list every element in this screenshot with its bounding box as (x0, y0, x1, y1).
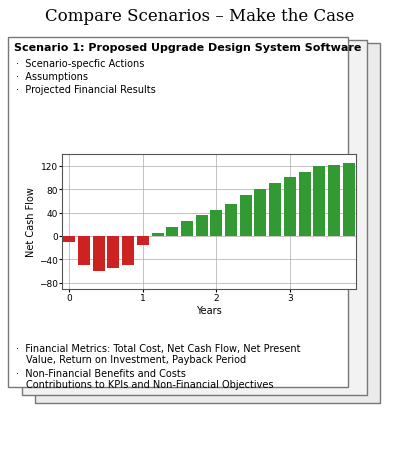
Bar (328, 165, 340, 237)
Text: Contributions to KPIs and Non-Financial Objectives: Contributions to KPIs and Non-Financial … (26, 379, 274, 389)
Bar (225, 204, 237, 237)
Bar (196, 216, 208, 237)
FancyBboxPatch shape (22, 41, 367, 395)
Bar (93, 237, 105, 272)
Bar (152, 233, 164, 237)
FancyBboxPatch shape (35, 44, 380, 403)
FancyBboxPatch shape (8, 38, 348, 387)
Bar (254, 190, 266, 237)
Text: Value, Return on Investment, Payback Period: Value, Return on Investment, Payback Per… (26, 354, 246, 364)
Bar (108, 237, 120, 268)
Text: ·  Projected Financial Results: · Projected Financial Results (16, 85, 156, 95)
Y-axis label: Net Cash Flow: Net Cash Flow (26, 187, 36, 257)
Text: ·  Non-Financial Benefits and Costs: · Non-Financial Benefits and Costs (16, 368, 186, 378)
Bar (122, 237, 134, 266)
Text: ·  Financial Metrics: Total Cost, Net Cash Flow, Net Present: · Financial Metrics: Total Cost, Net Cas… (16, 343, 300, 353)
Text: ·  Scenario-specfic Actions: · Scenario-specfic Actions (16, 59, 144, 69)
Bar (343, 163, 355, 237)
X-axis label: Years: Years (196, 305, 222, 315)
Bar (78, 237, 90, 266)
Bar (313, 167, 325, 237)
Bar (269, 184, 281, 237)
Bar (63, 237, 75, 242)
Bar (181, 222, 193, 237)
Text: ·  Assumptions: · Assumptions (16, 72, 88, 82)
Bar (137, 237, 149, 245)
Text: Scenario 2: Combination Proposal: Scenario 2: Combination Proposal (89, 48, 300, 58)
Bar (240, 196, 252, 237)
Text: Scenario 3: Business as Usual (Baseline): Scenario 3: Business as Usual (Baseline) (81, 51, 334, 61)
Bar (166, 228, 178, 237)
Bar (210, 210, 222, 237)
Bar (284, 178, 296, 237)
Text: Compare Scenarios – Make the Case: Compare Scenarios – Make the Case (45, 7, 355, 25)
Bar (298, 172, 310, 237)
Text: Scenario 1: Proposed Upgrade Design System Software: Scenario 1: Proposed Upgrade Design Syst… (14, 43, 361, 53)
